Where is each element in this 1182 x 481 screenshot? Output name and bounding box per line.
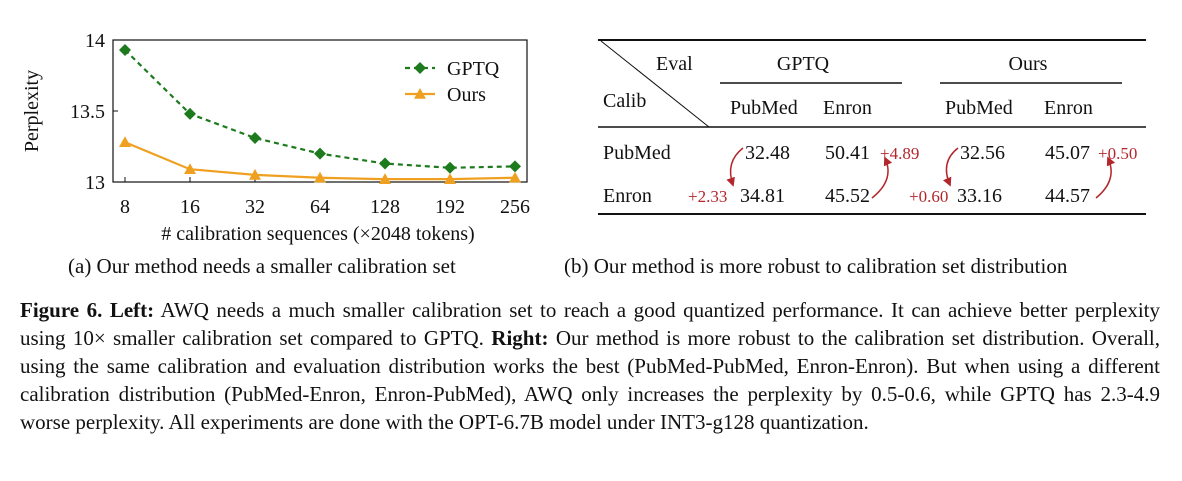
table-col-header: Enron xyxy=(1044,97,1093,119)
y-tick-label: 14 xyxy=(85,30,105,52)
caption-right-label: Right: xyxy=(491,326,549,350)
table-cell: 44.57 xyxy=(1045,185,1090,207)
chart-y-axis-label: Perplexity xyxy=(21,70,43,152)
legend-marker-gptq xyxy=(414,62,426,74)
table-group-gptq: GPTQ xyxy=(777,53,830,75)
data-point-ours xyxy=(119,136,131,148)
delta-arrow xyxy=(871,156,893,199)
data-point-gptq xyxy=(314,147,326,160)
table-diagonal-rule xyxy=(600,40,710,128)
table-cell: 34.81 xyxy=(740,185,785,207)
data-point-ours xyxy=(444,173,456,184)
chart-axes: 14 13.5 13 8 16 32 64 128 192 256 xyxy=(70,30,530,218)
table-cell: 45.52 xyxy=(825,185,870,207)
x-tick-label: 192 xyxy=(435,196,465,218)
caption-left-label: Left: xyxy=(109,298,155,322)
subcaption-a: (a) Our method needs a smaller calibrati… xyxy=(68,254,456,278)
x-tick-label: 16 xyxy=(180,196,200,218)
data-point-gptq xyxy=(444,161,456,174)
table-col-header: PubMed xyxy=(730,97,798,119)
x-tick-label: 32 xyxy=(245,196,265,218)
figure-label: Figure 6. xyxy=(20,298,103,322)
data-point-gptq xyxy=(379,157,391,170)
delta-arrow xyxy=(1095,156,1116,199)
legend-label-gptq: GPTQ xyxy=(447,58,500,80)
delta-arrow xyxy=(943,147,959,187)
robustness-table: Eval Calib GPTQ Ours PubMed Enron PubMed… xyxy=(598,39,1146,215)
x-tick-label: 8 xyxy=(120,196,130,218)
chart-x-axis-label: # calibration sequences (×2048 tokens) xyxy=(161,223,474,245)
table-cell: 33.16 xyxy=(957,185,1002,207)
x-tick-label: 128 xyxy=(370,196,400,218)
data-point-gptq xyxy=(184,107,196,120)
figure-caption: Figure 6. Left: AWQ needs a much smaller… xyxy=(20,296,1160,436)
data-point-ours xyxy=(314,171,326,183)
data-point-ours xyxy=(184,163,196,175)
delta-arrow xyxy=(726,147,744,187)
table-cell: 45.07 xyxy=(1045,142,1090,164)
data-point-ours xyxy=(379,173,391,184)
caption-left-text: AWQ needs a much smaller calibration set… xyxy=(20,298,1160,350)
data-point-ours xyxy=(249,168,261,180)
table-row-label: PubMed xyxy=(603,142,671,164)
legend-marker-ours xyxy=(414,88,426,99)
y-tick-label: 13.5 xyxy=(70,101,105,123)
chart-series xyxy=(119,43,521,184)
data-point-gptq xyxy=(119,43,131,56)
x-tick-label: 64 xyxy=(310,196,330,218)
data-point-gptq xyxy=(509,160,521,173)
legend-label-ours: Ours xyxy=(447,84,486,106)
data-point-gptq xyxy=(249,131,261,144)
table-row-label: Enron xyxy=(603,185,652,207)
y-tick-label: 13 xyxy=(85,172,105,194)
caption-right-text: Our method is more robust to the calibra… xyxy=(20,326,1161,434)
table-delta: +2.33 xyxy=(688,187,727,206)
table-cell: 32.48 xyxy=(745,142,790,164)
subcaption-b: (b) Our method is more robust to calibra… xyxy=(564,254,1068,278)
table-calib-label: Calib xyxy=(603,90,646,112)
table-cell: 50.41 xyxy=(825,142,870,164)
data-point-ours xyxy=(509,171,521,183)
table-col-header: PubMed xyxy=(945,97,1013,119)
table-col-header: Enron xyxy=(823,97,872,119)
x-tick-label: 256 xyxy=(500,196,530,218)
table-group-ours: Ours xyxy=(1009,53,1048,75)
table-eval-label: Eval xyxy=(656,53,693,75)
table-delta: +0.60 xyxy=(909,187,948,206)
chart-legend: GPTQ Ours xyxy=(405,58,500,106)
table-cell: 32.56 xyxy=(960,142,1005,164)
calibration-size-chart: 14 13.5 13 8 16 32 64 128 192 256 GPTQ Ours # cali… xyxy=(21,30,530,245)
table-delta: +0.50 xyxy=(1098,144,1137,163)
